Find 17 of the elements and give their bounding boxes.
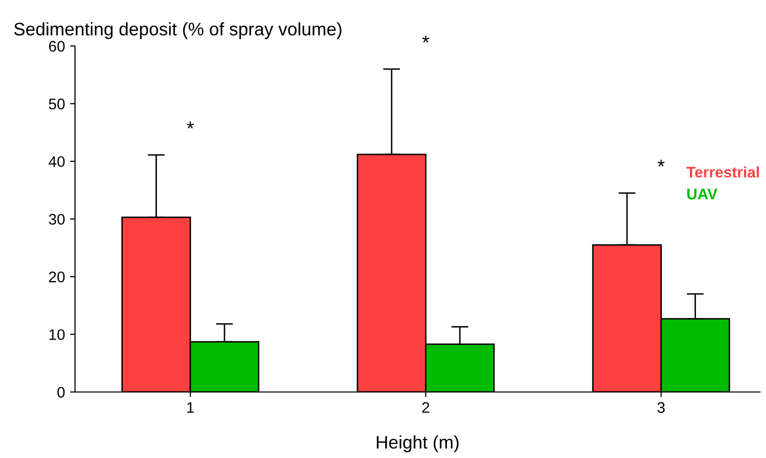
y-tick-label: 10 [49, 329, 65, 340]
text: Terrestrial [686, 166, 759, 178]
x-tick-label: 1 [187, 402, 194, 413]
x-tick-label: 3 [657, 402, 665, 413]
y-tick-label: 50 [48, 98, 65, 110]
y-tick-label: 30 [48, 214, 65, 225]
y-tick-label: 0 [57, 386, 65, 398]
annotation: * [658, 160, 665, 167]
y-tick-label: 20 [49, 272, 65, 282]
text: * [422, 36, 430, 43]
x-axis-title: Height (m) [376, 435, 459, 452]
y-tick-label: 40 [48, 156, 65, 168]
x-tick-label: 2 [422, 402, 430, 413]
text: UAV [687, 188, 718, 200]
annotation: * [186, 122, 194, 128]
y-tick-label: 60 [49, 40, 65, 52]
y-axis-title: Sedimenting deposit (% of spray volume) [14, 22, 342, 40]
